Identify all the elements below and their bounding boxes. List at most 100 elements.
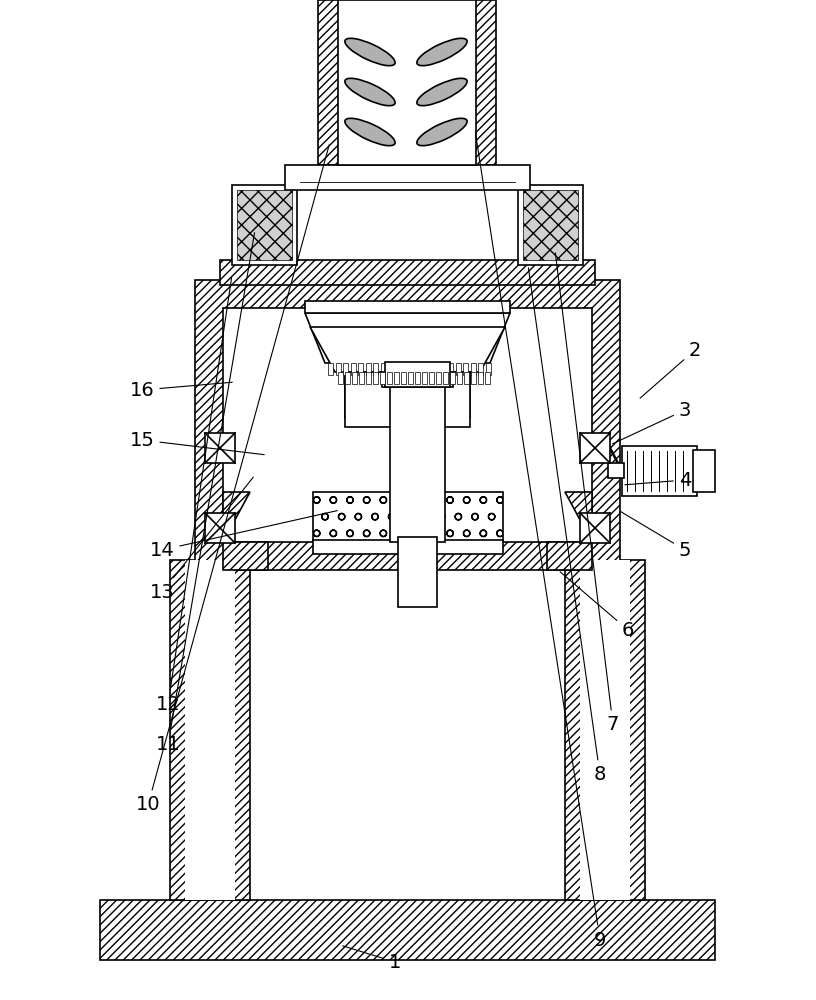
Bar [338,0,476,165]
Bar [205,513,235,543]
Bar [223,542,268,570]
Bar [486,363,490,375]
Bar [403,363,408,375]
Bar [220,260,595,285]
Bar [436,372,441,384]
Polygon shape [223,492,250,542]
Bar [285,165,530,190]
Bar [464,372,469,384]
Bar [396,363,401,375]
Bar [170,560,250,900]
Bar [580,513,610,543]
Bar [380,372,385,384]
Bar [547,542,592,570]
Bar [565,560,645,900]
Text: 2: 2 [640,340,701,398]
Text: 5: 5 [620,511,691,560]
Bar [422,372,427,384]
Bar [518,185,583,265]
Bar [463,363,468,375]
Bar [441,363,446,375]
Bar [580,560,630,900]
Ellipse shape [345,38,395,66]
Bar [345,372,350,384]
Polygon shape [310,327,505,372]
Bar [523,190,578,260]
Bar [205,433,235,463]
Bar [433,363,438,375]
Polygon shape [305,313,510,363]
Bar [373,363,378,375]
Bar [100,900,715,960]
Bar [478,372,483,384]
Text: 16: 16 [130,380,233,399]
Text: 6: 6 [560,572,634,640]
Bar [237,190,292,260]
Bar [418,363,423,375]
Bar [448,363,453,375]
Bar [401,372,406,384]
Bar [335,363,340,375]
Bar [223,308,592,542]
Text: 7: 7 [556,253,619,734]
Bar [359,372,364,384]
Bar [455,363,460,375]
Text: 10: 10 [135,145,330,814]
Bar [471,363,476,375]
Bar [380,363,385,375]
Bar [338,372,343,384]
Bar [382,372,453,387]
Bar [485,372,490,384]
Text: 11: 11 [156,233,255,754]
Bar [343,363,348,375]
Ellipse shape [345,118,395,146]
Bar [450,372,455,384]
Bar [387,372,392,384]
Bar [408,372,413,384]
Bar [328,363,333,375]
Bar [385,362,450,387]
Bar [366,363,370,375]
Ellipse shape [417,38,467,66]
Text: 15: 15 [130,430,264,455]
Bar [195,280,620,570]
Bar [693,450,715,492]
Bar [622,446,697,496]
Bar [457,372,462,384]
Bar [425,363,431,375]
Bar [373,372,378,384]
Bar [358,363,363,375]
Bar [608,463,624,478]
Bar [429,372,434,384]
Bar [345,363,470,418]
Text: 3: 3 [613,400,691,444]
Bar [471,372,476,384]
Bar [185,560,235,900]
Ellipse shape [417,118,467,146]
Bar [313,540,503,554]
Text: 12: 12 [156,278,232,714]
Bar [415,372,420,384]
Bar [351,363,356,375]
Bar [388,363,393,375]
Bar [305,301,510,313]
Polygon shape [565,492,592,542]
Text: 1: 1 [343,946,401,972]
Text: 8: 8 [529,268,606,784]
Bar [394,372,399,384]
Bar [232,185,297,265]
Text: 13: 13 [149,477,253,601]
Bar [443,372,448,384]
Bar [313,492,503,542]
Bar [478,363,483,375]
Text: 14: 14 [149,511,337,560]
Bar [366,372,371,384]
Bar [352,372,357,384]
Bar [580,433,610,463]
Bar [345,372,470,427]
Bar [398,537,437,607]
Bar [318,0,496,165]
Text: 9: 9 [476,133,606,950]
Text: 4: 4 [625,471,691,489]
Bar [390,377,445,542]
